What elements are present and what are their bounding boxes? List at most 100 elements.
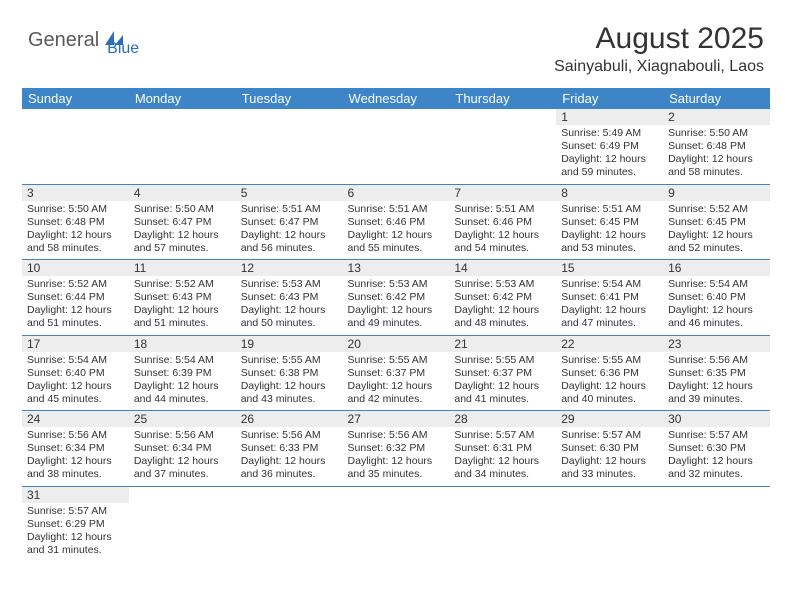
day-details: Sunrise: 5:52 AMSunset: 6:44 PMDaylight:… [22, 276, 129, 335]
calendar-day-cell: 28Sunrise: 5:57 AMSunset: 6:31 PMDayligh… [449, 411, 556, 487]
day-details: Sunrise: 5:55 AMSunset: 6:37 PMDaylight:… [343, 352, 450, 411]
logo-text-general: General [28, 29, 99, 52]
calendar-day-cell: 4Sunrise: 5:50 AMSunset: 6:47 PMDaylight… [129, 184, 236, 260]
weekday-header: Tuesday [236, 88, 343, 109]
calendar-week-row: 3Sunrise: 5:50 AMSunset: 6:48 PMDaylight… [22, 184, 770, 260]
calendar-day-cell [663, 486, 770, 561]
day-number: 31 [22, 487, 129, 503]
day-number: 6 [343, 185, 450, 201]
calendar-day-cell: 10Sunrise: 5:52 AMSunset: 6:44 PMDayligh… [22, 260, 129, 336]
weekday-header: Saturday [663, 88, 770, 109]
calendar-week-row: 31Sunrise: 5:57 AMSunset: 6:29 PMDayligh… [22, 486, 770, 561]
day-details: Sunrise: 5:51 AMSunset: 6:46 PMDaylight:… [343, 201, 450, 260]
day-details: Sunrise: 5:51 AMSunset: 6:47 PMDaylight:… [236, 201, 343, 260]
calendar-day-cell: 19Sunrise: 5:55 AMSunset: 6:38 PMDayligh… [236, 335, 343, 411]
calendar-day-cell: 17Sunrise: 5:54 AMSunset: 6:40 PMDayligh… [22, 335, 129, 411]
day-number: 23 [663, 336, 770, 352]
day-details: Sunrise: 5:56 AMSunset: 6:32 PMDaylight:… [343, 427, 450, 486]
day-number: 17 [22, 336, 129, 352]
calendar-day-cell: 20Sunrise: 5:55 AMSunset: 6:37 PMDayligh… [343, 335, 450, 411]
day-number: 11 [129, 260, 236, 276]
calendar-day-cell: 31Sunrise: 5:57 AMSunset: 6:29 PMDayligh… [22, 486, 129, 561]
weekday-header: Monday [129, 88, 236, 109]
calendar-day-cell: 29Sunrise: 5:57 AMSunset: 6:30 PMDayligh… [556, 411, 663, 487]
day-number: 7 [449, 185, 556, 201]
day-details: Sunrise: 5:54 AMSunset: 6:40 PMDaylight:… [663, 276, 770, 335]
calendar-day-cell: 14Sunrise: 5:53 AMSunset: 6:42 PMDayligh… [449, 260, 556, 336]
calendar-body: 1Sunrise: 5:49 AMSunset: 6:49 PMDaylight… [22, 109, 770, 561]
calendar-day-cell: 24Sunrise: 5:56 AMSunset: 6:34 PMDayligh… [22, 411, 129, 487]
day-details: Sunrise: 5:54 AMSunset: 6:39 PMDaylight:… [129, 352, 236, 411]
calendar-day-cell: 3Sunrise: 5:50 AMSunset: 6:48 PMDaylight… [22, 184, 129, 260]
day-number: 21 [449, 336, 556, 352]
calendar-day-cell [236, 109, 343, 184]
calendar-day-cell: 9Sunrise: 5:52 AMSunset: 6:45 PMDaylight… [663, 184, 770, 260]
day-number: 24 [22, 411, 129, 427]
day-details: Sunrise: 5:51 AMSunset: 6:46 PMDaylight:… [449, 201, 556, 260]
calendar-day-cell: 11Sunrise: 5:52 AMSunset: 6:43 PMDayligh… [129, 260, 236, 336]
weekday-header: Friday [556, 88, 663, 109]
calendar-table: Sunday Monday Tuesday Wednesday Thursday… [22, 88, 770, 561]
day-number: 13 [343, 260, 450, 276]
logo-text-blue: Blue [107, 40, 139, 58]
calendar-day-cell [343, 109, 450, 184]
calendar-day-cell: 15Sunrise: 5:54 AMSunset: 6:41 PMDayligh… [556, 260, 663, 336]
calendar-day-cell: 18Sunrise: 5:54 AMSunset: 6:39 PMDayligh… [129, 335, 236, 411]
day-number: 25 [129, 411, 236, 427]
calendar-day-cell [556, 486, 663, 561]
day-number: 9 [663, 185, 770, 201]
calendar-day-cell: 22Sunrise: 5:55 AMSunset: 6:36 PMDayligh… [556, 335, 663, 411]
day-details: Sunrise: 5:57 AMSunset: 6:30 PMDaylight:… [556, 427, 663, 486]
day-number: 15 [556, 260, 663, 276]
day-number: 10 [22, 260, 129, 276]
day-details: Sunrise: 5:55 AMSunset: 6:36 PMDaylight:… [556, 352, 663, 411]
logo: General Blue [28, 22, 139, 58]
calendar-day-cell [343, 486, 450, 561]
weekday-header: Wednesday [343, 88, 450, 109]
calendar-day-cell [449, 109, 556, 184]
day-number: 20 [343, 336, 450, 352]
day-details: Sunrise: 5:54 AMSunset: 6:40 PMDaylight:… [22, 352, 129, 411]
calendar-week-row: 17Sunrise: 5:54 AMSunset: 6:40 PMDayligh… [22, 335, 770, 411]
calendar-day-cell: 5Sunrise: 5:51 AMSunset: 6:47 PMDaylight… [236, 184, 343, 260]
calendar-day-cell [236, 486, 343, 561]
calendar-day-cell [129, 486, 236, 561]
calendar-day-cell: 1Sunrise: 5:49 AMSunset: 6:49 PMDaylight… [556, 109, 663, 184]
day-number: 5 [236, 185, 343, 201]
title-block: August 2025 Sainyabuli, Xiagnabouli, Lao… [554, 22, 764, 76]
calendar-week-row: 10Sunrise: 5:52 AMSunset: 6:44 PMDayligh… [22, 260, 770, 336]
day-number: 16 [663, 260, 770, 276]
day-details: Sunrise: 5:51 AMSunset: 6:45 PMDaylight:… [556, 201, 663, 260]
month-title: August 2025 [554, 22, 764, 56]
day-number: 28 [449, 411, 556, 427]
day-number: 18 [129, 336, 236, 352]
day-details: Sunrise: 5:53 AMSunset: 6:42 PMDaylight:… [343, 276, 450, 335]
page-header: General Blue August 2025 Sainyabuli, Xia… [0, 0, 792, 84]
day-number: 12 [236, 260, 343, 276]
day-number: 27 [343, 411, 450, 427]
calendar-day-cell [129, 109, 236, 184]
calendar-day-cell: 7Sunrise: 5:51 AMSunset: 6:46 PMDaylight… [449, 184, 556, 260]
day-details: Sunrise: 5:50 AMSunset: 6:47 PMDaylight:… [129, 201, 236, 260]
day-number: 29 [556, 411, 663, 427]
day-number: 30 [663, 411, 770, 427]
calendar-day-cell [449, 486, 556, 561]
day-details: Sunrise: 5:55 AMSunset: 6:37 PMDaylight:… [449, 352, 556, 411]
calendar-day-cell: 30Sunrise: 5:57 AMSunset: 6:30 PMDayligh… [663, 411, 770, 487]
day-details: Sunrise: 5:49 AMSunset: 6:49 PMDaylight:… [556, 125, 663, 184]
day-details: Sunrise: 5:57 AMSunset: 6:30 PMDaylight:… [663, 427, 770, 486]
calendar-day-cell: 12Sunrise: 5:53 AMSunset: 6:43 PMDayligh… [236, 260, 343, 336]
calendar-day-cell: 26Sunrise: 5:56 AMSunset: 6:33 PMDayligh… [236, 411, 343, 487]
day-number: 1 [556, 109, 663, 125]
calendar-week-row: 24Sunrise: 5:56 AMSunset: 6:34 PMDayligh… [22, 411, 770, 487]
calendar-day-cell: 8Sunrise: 5:51 AMSunset: 6:45 PMDaylight… [556, 184, 663, 260]
day-details: Sunrise: 5:54 AMSunset: 6:41 PMDaylight:… [556, 276, 663, 335]
day-details: Sunrise: 5:55 AMSunset: 6:38 PMDaylight:… [236, 352, 343, 411]
day-details: Sunrise: 5:50 AMSunset: 6:48 PMDaylight:… [663, 125, 770, 184]
weekday-header: Sunday [22, 88, 129, 109]
day-details: Sunrise: 5:53 AMSunset: 6:43 PMDaylight:… [236, 276, 343, 335]
day-details: Sunrise: 5:56 AMSunset: 6:34 PMDaylight:… [22, 427, 129, 486]
day-details: Sunrise: 5:57 AMSunset: 6:29 PMDaylight:… [22, 503, 129, 562]
calendar-week-row: 1Sunrise: 5:49 AMSunset: 6:49 PMDaylight… [22, 109, 770, 184]
day-number: 4 [129, 185, 236, 201]
